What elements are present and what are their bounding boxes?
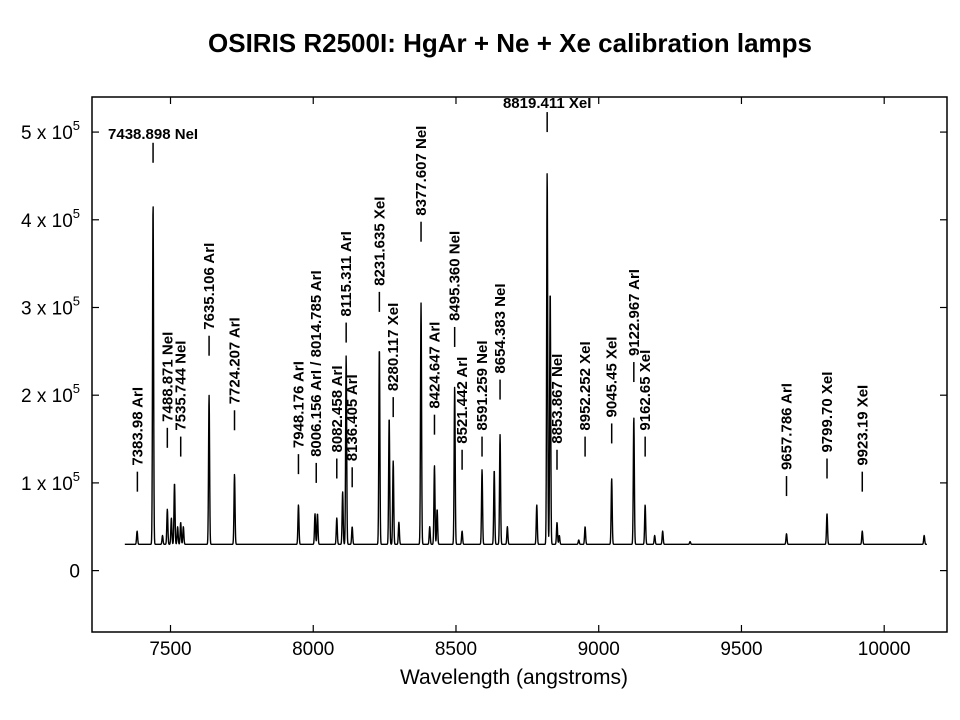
- y-tick-label-3: 3 x 105: [21, 293, 80, 319]
- axis-ticks: 7500 8000 8500 9000 9500 10000 0 1 x 105 2 x 105…: [21, 97, 947, 660]
- annotation-label-2: 7488.871 NeI: [159, 332, 176, 422]
- annotation-label-15: 8495.360 NeI: [447, 231, 464, 321]
- annotation-label-13: 8377.607 NeI: [413, 126, 430, 216]
- annotation-label-8: 8082.458 ArI: [329, 366, 346, 453]
- annotation-label-9: 8115.311 ArI: [338, 231, 355, 316]
- y-tick-label-5: 5 x 105: [21, 118, 80, 144]
- annotation-label-1: 7438.898 NeI: [108, 126, 198, 143]
- annotation-label-11: 8231.635 XeI: [371, 197, 388, 286]
- annotation-label-23: 9122.967 ArI: [626, 269, 643, 356]
- annotation-label-3: 7535.744 NeI: [173, 341, 190, 431]
- plot-frame: [91, 96, 948, 633]
- annotation-label-25: 9657.786 ArI: [779, 383, 796, 470]
- chart-title: OSIRIS R2500I: HgAr + Ne + Xe calibratio…: [208, 28, 812, 58]
- x-tick-label-1: 8000: [292, 639, 334, 660]
- annotation-label-17: 8591.259 NeI: [474, 341, 491, 431]
- annotation-label-20: 8853.867 NeI: [549, 354, 566, 444]
- annotation-label-14: 8424.647 ArI: [426, 322, 443, 409]
- x-tick-label-3: 9000: [578, 639, 620, 660]
- spectrum-line: [124, 173, 928, 545]
- x-tick-label-5: 10000: [858, 639, 911, 660]
- annotation-label-21: 8952.252 XeI: [577, 341, 594, 430]
- annotation-label-12: 8280.117 XeI: [385, 303, 402, 391]
- annotation-label-10: 8136.405 ArI: [344, 374, 361, 461]
- annotation-label-4: 7635.106 ArI: [201, 243, 218, 330]
- annotation-label-26: 9799.70 XeI: [819, 372, 836, 453]
- annotation-label-27: 9923.19 XeI: [854, 385, 871, 466]
- y-tick-label-4: 4 x 105: [21, 206, 80, 232]
- annotation-label-19: 8819.411 XeI: [503, 95, 591, 112]
- x-axis-label: Wavelength (angstroms): [400, 666, 628, 689]
- annotation-label-0: 7383.98 ArI: [129, 387, 146, 466]
- line-annotations: 7383.98 ArI 7438.898 NeI 7488.871 NeI7535.…: [108, 95, 871, 497]
- annotation-label-7: 8006.156 ArI / 8014.785 ArI: [308, 270, 325, 457]
- annotation-label-16: 8521.442 ArI: [454, 357, 471, 444]
- spectrum-series: [124, 173, 928, 545]
- x-tick-label-4: 9500: [720, 639, 762, 660]
- annotation-label-22: 9045.45 XeI: [604, 337, 621, 418]
- y-tick-label-2: 2 x 105: [21, 381, 80, 407]
- x-tick-label-0: 7500: [149, 639, 191, 660]
- y-tick-label-0: 0: [69, 562, 80, 583]
- annotation-label-5: 7724.207 ArI: [227, 317, 244, 404]
- x-tick-label-2: 8500: [435, 639, 477, 660]
- annotation-label-18: 8654.383 NeI: [492, 284, 509, 374]
- y-tick-label-1: 1 x 105: [21, 469, 80, 495]
- annotation-label-24: 9162.65 XeI: [637, 350, 654, 431]
- annotation-label-6: 7948.176 ArI: [290, 361, 307, 448]
